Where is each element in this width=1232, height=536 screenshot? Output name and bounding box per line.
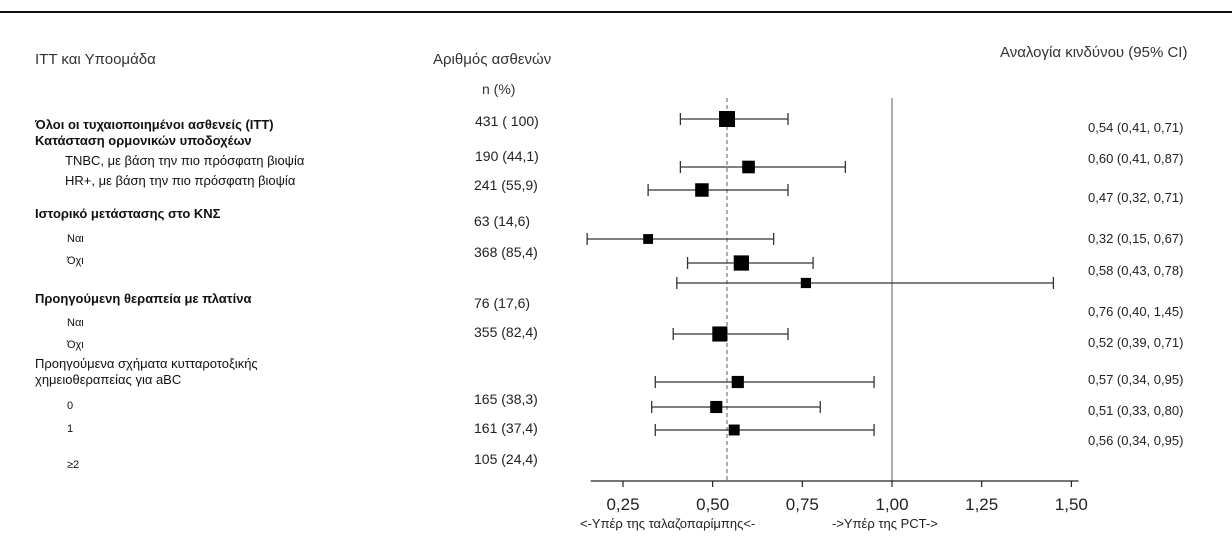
label-prior-chemo-1: Προηγούμενα σχήματα κυτταροτοξικής [35, 356, 258, 371]
point-estimate [643, 234, 654, 244]
x-tick-label: 0,75 [786, 495, 819, 514]
hr-text-itt: 0,54 (0,41, 0,71) [1088, 120, 1184, 135]
hr-text-platinum-no: 0,52 (0,39, 0,71) [1088, 335, 1184, 350]
hr-text-chemo-0: 0,57 (0,34, 0,95) [1088, 372, 1184, 387]
point-estimate [728, 424, 740, 436]
count-chemo-0: 165 (38,3) [474, 391, 538, 407]
label-cns-no: Όχι [67, 255, 84, 267]
header-patients-sub: n (%) [482, 81, 516, 97]
point-estimate [800, 277, 812, 289]
label-platinum: Προηγούμενη θεραπεία με πλατίνα [35, 291, 252, 306]
hr-text-platinum-yes: 0,76 (0,40, 1,45) [1088, 304, 1184, 319]
point-estimate [731, 375, 744, 389]
point-estimate [710, 400, 723, 414]
count-itt: 431 ( 100) [475, 113, 539, 129]
label-chemo-1: 1 [67, 423, 74, 435]
x-tick-label: 0,50 [696, 495, 729, 514]
label-hr-positive: HR+, με βάση την πιο πρόσφατη βιοψία [65, 173, 296, 188]
hr-text-chemo-2plus: 0,56 (0,34, 0,95) [1088, 433, 1184, 448]
label-platinum-no: Όχι [67, 339, 84, 351]
x-tick-label: 0,25 [606, 495, 639, 514]
point-estimate [695, 183, 709, 197]
top-rule [0, 11, 1232, 13]
count-platinum-no: 355 (82,4) [474, 324, 538, 340]
label-chemo-0: 0 [67, 400, 74, 412]
hr-text-tnbc: 0,60 (0,41, 0,87) [1088, 151, 1184, 166]
label-itt: Όλοι οι τυχαιοποιημένοι ασθενείς (ITT) [35, 117, 274, 132]
point-estimate [712, 326, 728, 342]
label-cns-history: Ιστορικό μετάστασης στο ΚΝΣ [35, 206, 221, 221]
x-tick-label: 1,50 [1055, 495, 1088, 514]
direction-right: ->Υπέρ της PCT-> [832, 516, 938, 531]
point-estimate [719, 111, 736, 127]
count-hr-positive: 241 (55,9) [474, 177, 538, 193]
hr-text-cns-no: 0,58 (0,43, 0,78) [1088, 263, 1184, 278]
hr-text-cns-yes: 0,32 (0,15, 0,67) [1088, 231, 1184, 246]
label-prior-chemo-2: χημειοθεραπείας για aBC [35, 372, 182, 387]
count-cns-no: 368 (85,4) [474, 244, 538, 260]
x-tick-label: 1,00 [875, 495, 908, 514]
header-patients: Αριθμός ασθενών [433, 51, 552, 68]
label-hormone-status: Κατάσταση ορμονικών υποδοχέων [35, 133, 252, 148]
count-tnbc: 190 (44,1) [475, 148, 539, 164]
label-platinum-yes: Ναι [67, 317, 84, 329]
x-tick-label: 1,25 [965, 495, 998, 514]
point-estimate [742, 160, 755, 174]
header-group: ITT και Υποομάδα [35, 51, 156, 68]
hr-text-hr-positive: 0,47 (0,32, 0,71) [1088, 190, 1184, 205]
count-platinum-yes: 76 (17,6) [474, 295, 531, 311]
point-estimate [733, 255, 749, 271]
direction-left: <-Υπέρ της ταλαζοπαρίμπης<- [580, 516, 756, 531]
hr-text-chemo-1: 0,51 (0,33, 0,80) [1088, 403, 1184, 418]
count-chemo-1: 161 (37,4) [474, 420, 538, 436]
header-hazard: Αναλογία κινδύνου (95% CI) [1000, 44, 1188, 61]
label-cns-yes: Ναι [67, 233, 84, 245]
count-chemo-2plus: 105 (24,4) [474, 451, 538, 467]
label-chemo-2plus: ≥2 [67, 459, 80, 471]
label-tnbc: TNBC, με βάση την πιο πρόσφατη βιοψία [65, 153, 305, 168]
count-cns-yes: 63 (14,6) [474, 213, 531, 229]
